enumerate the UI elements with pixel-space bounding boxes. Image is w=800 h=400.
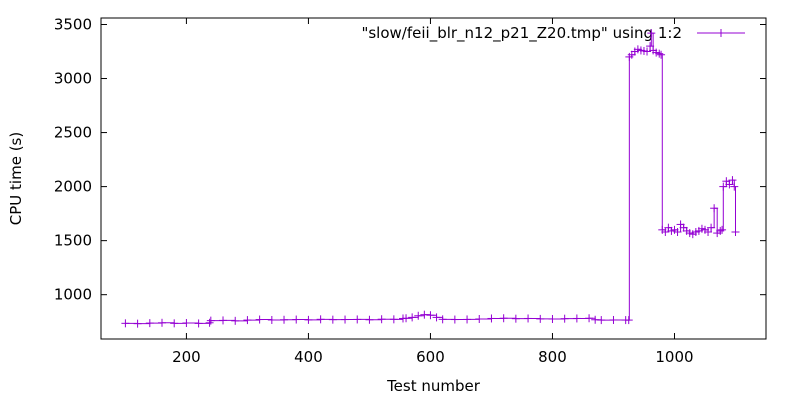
data-point: [231, 316, 240, 325]
data-point: [353, 315, 362, 324]
data-point: [725, 180, 734, 189]
data-point: [487, 314, 496, 323]
data-point: [170, 319, 179, 328]
data-point: [536, 314, 545, 323]
data-point: [420, 310, 429, 319]
data-point: [219, 316, 228, 325]
data-point: [408, 313, 417, 322]
data-point: [450, 315, 459, 324]
data-point: [255, 315, 264, 324]
data-point: [121, 319, 130, 328]
data-point: [426, 311, 435, 320]
data-point: [206, 316, 215, 325]
data-point: [267, 315, 276, 324]
data-point: [707, 223, 716, 232]
data-point: [475, 315, 484, 324]
data-point: [572, 314, 581, 323]
data-point: [673, 228, 682, 236]
x-tick-label: 800: [538, 348, 567, 366]
legend-marker-sample: [717, 29, 725, 37]
data-point: [646, 42, 655, 51]
data-point: [328, 315, 337, 324]
data-point: [280, 315, 289, 324]
data-point: [377, 315, 386, 324]
x-tick-label: 1000: [655, 348, 693, 366]
data-point: [585, 314, 594, 323]
data-point: [718, 225, 727, 234]
data-point: [145, 319, 154, 328]
data-point: [243, 316, 252, 325]
data-point: [731, 228, 740, 236]
data-point: [609, 315, 618, 324]
data-point: [728, 176, 737, 185]
data-point: [716, 226, 725, 235]
data-point: [657, 50, 666, 59]
y-axis-label: CPU time (s): [7, 132, 25, 225]
data-point: [499, 314, 508, 323]
x-tick-label: 600: [416, 348, 445, 366]
data-point: [661, 228, 670, 236]
data-point: [194, 319, 203, 328]
x-axis-label: Test number: [386, 377, 481, 395]
x-tick-label: 400: [294, 348, 323, 366]
y-tick-label: 2500: [54, 124, 92, 142]
data-point: [389, 315, 398, 324]
data-point: [402, 314, 411, 323]
data-point: [414, 311, 423, 320]
data-point: [341, 315, 350, 324]
data-point: [365, 315, 374, 324]
data-point: [292, 315, 301, 324]
data-point: [158, 318, 167, 327]
data-point: [438, 315, 447, 324]
data-point: [704, 228, 713, 236]
data-point: [643, 47, 652, 56]
data-point: [511, 314, 520, 323]
data-point: [710, 204, 719, 213]
x-axis: 200 400 600 800 1000: [172, 18, 694, 366]
series-group: [121, 29, 740, 328]
data-point: [316, 315, 325, 324]
series-line: [125, 32, 736, 325]
data-point: [624, 316, 633, 325]
data-point: [432, 313, 441, 322]
data-point: [548, 315, 557, 324]
plot-area: [100, 17, 767, 340]
data-point: [560, 314, 569, 323]
y-tick-label: 3000: [54, 70, 92, 88]
data-point: [719, 182, 728, 191]
data-point: [655, 49, 664, 58]
data-point: [182, 319, 191, 328]
data-point: [304, 315, 313, 324]
data-point: [647, 29, 656, 38]
legend: "slow/feii_blr_n12_p21_Z20.tmp" using 1:…: [361, 24, 745, 43]
data-point: [597, 316, 606, 325]
data-point: [524, 314, 533, 323]
legend-entry-label: "slow/feii_blr_n12_p21_Z20.tmp" using 1:…: [361, 24, 682, 43]
x-tick-label: 200: [172, 348, 201, 366]
data-point: [463, 315, 472, 324]
data-point: [133, 319, 142, 328]
data-point: [730, 182, 739, 191]
plot-border: [100, 17, 767, 340]
y-tick-label: 1000: [54, 286, 92, 304]
y-tick-label: 1500: [54, 232, 92, 250]
y-tick-label: 3500: [54, 15, 92, 33]
y-axis: 1000 1500 2000 2500 3000 3500: [54, 15, 766, 304]
y-tick-label: 2000: [54, 178, 92, 196]
data-point: [205, 318, 214, 327]
